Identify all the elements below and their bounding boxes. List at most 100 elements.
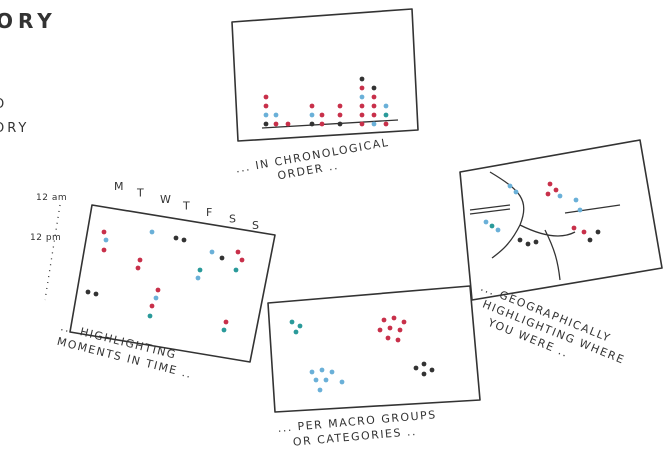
day-label: T <box>182 200 191 213</box>
dot <box>273 112 279 118</box>
dot <box>397 327 403 333</box>
dot <box>371 94 377 100</box>
dot <box>371 112 377 118</box>
dot <box>383 121 389 127</box>
dot <box>319 112 325 118</box>
dot <box>383 103 389 109</box>
dot <box>149 303 155 309</box>
dot <box>387 325 393 331</box>
dot <box>381 317 387 323</box>
dot <box>273 121 279 127</box>
dot <box>149 229 155 235</box>
dot <box>421 371 427 377</box>
dot <box>173 235 179 241</box>
dot <box>337 103 343 109</box>
dot <box>289 319 295 325</box>
map-lines <box>469 171 621 281</box>
dot <box>483 219 489 225</box>
time-label: 12 am <box>36 193 67 203</box>
dot <box>235 249 241 255</box>
dot <box>359 76 365 82</box>
dot <box>297 323 303 329</box>
day-label: S <box>252 219 260 232</box>
dot <box>319 121 325 127</box>
dot <box>181 237 187 243</box>
dot <box>329 369 335 375</box>
dot <box>595 229 601 235</box>
panel-frame <box>267 285 481 413</box>
dot <box>385 335 391 341</box>
dot <box>371 85 377 91</box>
dot <box>233 267 239 273</box>
dot <box>263 94 269 100</box>
dot <box>533 239 539 245</box>
day-label: M <box>114 180 125 193</box>
dot <box>391 315 397 321</box>
dot <box>317 387 323 393</box>
dot <box>395 337 401 343</box>
side-line: ORY <box>0 121 29 136</box>
dot <box>525 241 531 247</box>
dot <box>371 121 377 127</box>
dot <box>209 249 215 255</box>
dot <box>359 121 365 127</box>
dot <box>339 379 345 385</box>
dot <box>489 223 495 229</box>
dot <box>401 319 407 325</box>
dot <box>263 121 269 127</box>
dot <box>421 361 427 367</box>
dot <box>221 327 227 333</box>
dot <box>413 365 419 371</box>
dot <box>495 227 501 233</box>
dot <box>309 369 315 375</box>
dot <box>153 295 159 301</box>
dot <box>309 103 315 109</box>
dot <box>553 187 559 193</box>
dot <box>147 313 153 319</box>
dot <box>323 377 329 383</box>
dot <box>223 319 229 325</box>
dot <box>135 265 141 271</box>
dot <box>573 197 579 203</box>
dot <box>239 257 245 263</box>
day-label: S <box>229 213 237 226</box>
dot <box>309 112 315 118</box>
dot <box>85 289 91 295</box>
dot <box>545 191 551 197</box>
dot <box>371 103 377 109</box>
dot <box>513 189 519 195</box>
dot <box>587 237 593 243</box>
time-ticks <box>44 204 61 301</box>
dot <box>197 267 203 273</box>
dot <box>429 367 435 373</box>
dot <box>377 327 383 333</box>
dot <box>547 181 553 187</box>
day-label: T <box>136 187 145 200</box>
title-fragment: ORY <box>0 9 57 33</box>
dot <box>309 121 315 127</box>
time-label: 12 pm <box>30 233 61 243</box>
dot <box>359 112 365 118</box>
baseline <box>261 119 399 129</box>
dot <box>293 329 299 335</box>
dot <box>263 103 269 109</box>
day-label: F <box>206 206 214 219</box>
dot <box>155 287 161 293</box>
dot <box>359 103 365 109</box>
dot <box>517 237 523 243</box>
dot <box>507 183 513 189</box>
dot <box>219 255 225 261</box>
side-line: O <box>0 97 7 112</box>
dot <box>557 193 563 199</box>
dot <box>577 207 583 213</box>
dot <box>581 229 587 235</box>
dot <box>319 367 325 373</box>
dot <box>383 112 389 118</box>
dot <box>337 112 343 118</box>
dot <box>285 121 291 127</box>
dot <box>359 94 365 100</box>
panel-frame <box>459 139 663 301</box>
dot <box>103 237 109 243</box>
dot <box>263 112 269 118</box>
